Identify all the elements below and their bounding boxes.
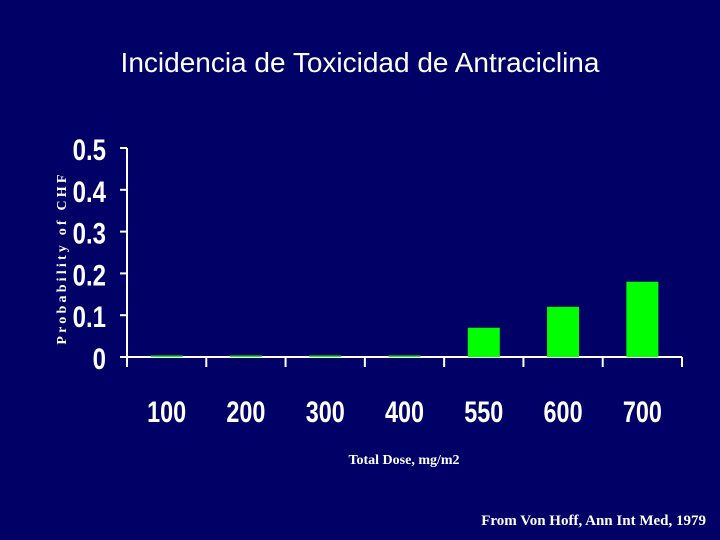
x-tick-label-100: 100 [147, 395, 186, 428]
bar-200 [229, 355, 262, 357]
bar-300 [309, 355, 342, 357]
source-credit: From Von Hoff, Ann Int Med, 1979 [481, 513, 706, 529]
x-tick-label-300: 300 [306, 395, 345, 428]
bar-400 [388, 355, 421, 357]
x-tick-label-550: 550 [464, 395, 503, 428]
bar-700 [626, 281, 659, 357]
chart-bars [150, 281, 659, 357]
y-tick-label: 0.5 [73, 132, 106, 166]
chart-axes [126, 148, 683, 367]
x-tick-label-200: 200 [226, 395, 265, 428]
y-tick-label: 0.2 [73, 258, 106, 292]
y-tick-label: 0.1 [73, 300, 106, 334]
bar-550 [467, 327, 500, 357]
y-axis-ticks: 0 0.1 0.2 0.3 0.4 0.5 [73, 132, 127, 376]
y-axis-label: Probability of CHF [55, 171, 70, 344]
x-tick-label-400: 400 [385, 395, 424, 428]
bar-600 [547, 306, 580, 357]
y-tick-label: 0.4 [73, 174, 106, 208]
y-tick-label: 0 [93, 341, 106, 375]
y-tick-label: 0.3 [73, 216, 106, 250]
x-axis-label: Total Dose, mg/m2 [348, 453, 459, 468]
bar-100 [150, 355, 183, 357]
x-axis-ticks: 100 200 300 400 550 600 700 [147, 395, 662, 428]
slide-title: Incidencia de Toxicidad de Antraciclina [120, 47, 600, 78]
x-tick-label-600: 600 [544, 395, 583, 428]
x-tick-label-700: 700 [623, 395, 662, 428]
